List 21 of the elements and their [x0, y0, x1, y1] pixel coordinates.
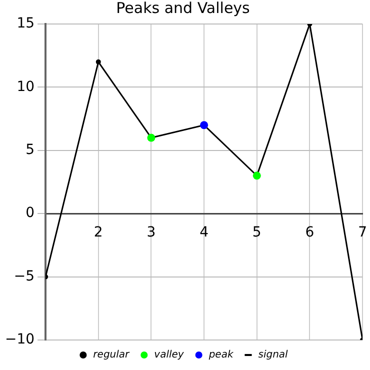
- point: [252, 172, 261, 180]
- x-tick-label: 3: [146, 224, 156, 241]
- legend-label: peak: [208, 350, 234, 361]
- y-tick-label: −10: [5, 332, 35, 348]
- x-tick-label: 4: [200, 224, 209, 241]
- y-tick-label: −5: [14, 268, 35, 284]
- point: [147, 134, 156, 142]
- x-tick-label: 2: [94, 224, 103, 241]
- y-tick-label: 5: [26, 142, 35, 158]
- x-tick-label: 7: [358, 224, 368, 241]
- chart-title: Peaks and Valleys: [116, 0, 250, 17]
- legend-label: valley: [154, 350, 185, 361]
- legend-label: signal: [258, 350, 288, 361]
- y-tick-label: 15: [16, 16, 35, 32]
- x-tick-label: 5: [252, 224, 262, 241]
- y-tick-label: 0: [26, 205, 35, 222]
- y-tick-label: 10: [16, 78, 35, 95]
- point: [96, 59, 101, 64]
- point: [200, 121, 208, 130]
- x-tick-label: 6: [305, 224, 314, 241]
- legend-label: regular: [93, 350, 130, 361]
